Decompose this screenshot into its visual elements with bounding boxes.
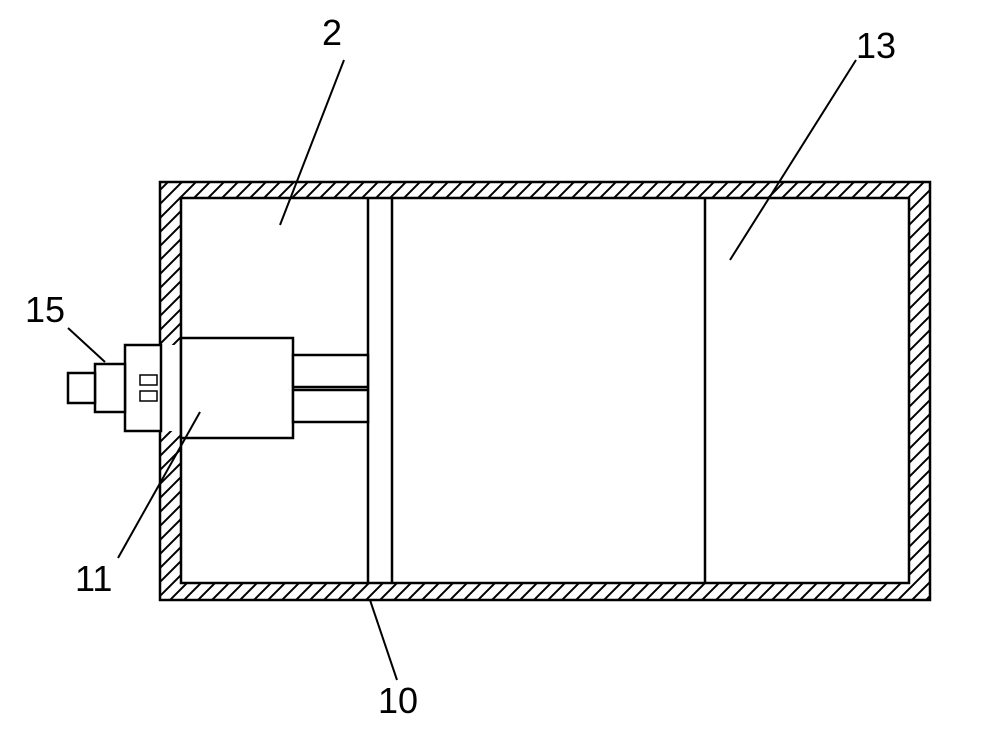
technical-drawing — [0, 0, 1000, 743]
leader-line-10 — [370, 600, 397, 680]
motor-block — [181, 338, 293, 438]
label-13: 13 — [856, 25, 896, 67]
connector-flange — [125, 345, 161, 431]
connector-inner-1 — [140, 375, 157, 385]
leader-line-15 — [68, 328, 105, 362]
connector-mid — [95, 364, 125, 412]
connector-plug — [68, 373, 95, 403]
motor-shaft-top — [293, 355, 368, 387]
diagram-container: 2 13 15 11 10 — [0, 0, 1000, 743]
label-11: 11 — [75, 558, 112, 600]
connector-inner-2 — [140, 391, 157, 401]
label-2: 2 — [322, 12, 342, 54]
label-10: 10 — [378, 680, 418, 722]
label-15: 15 — [25, 289, 65, 331]
motor-shaft-bottom — [293, 390, 368, 422]
